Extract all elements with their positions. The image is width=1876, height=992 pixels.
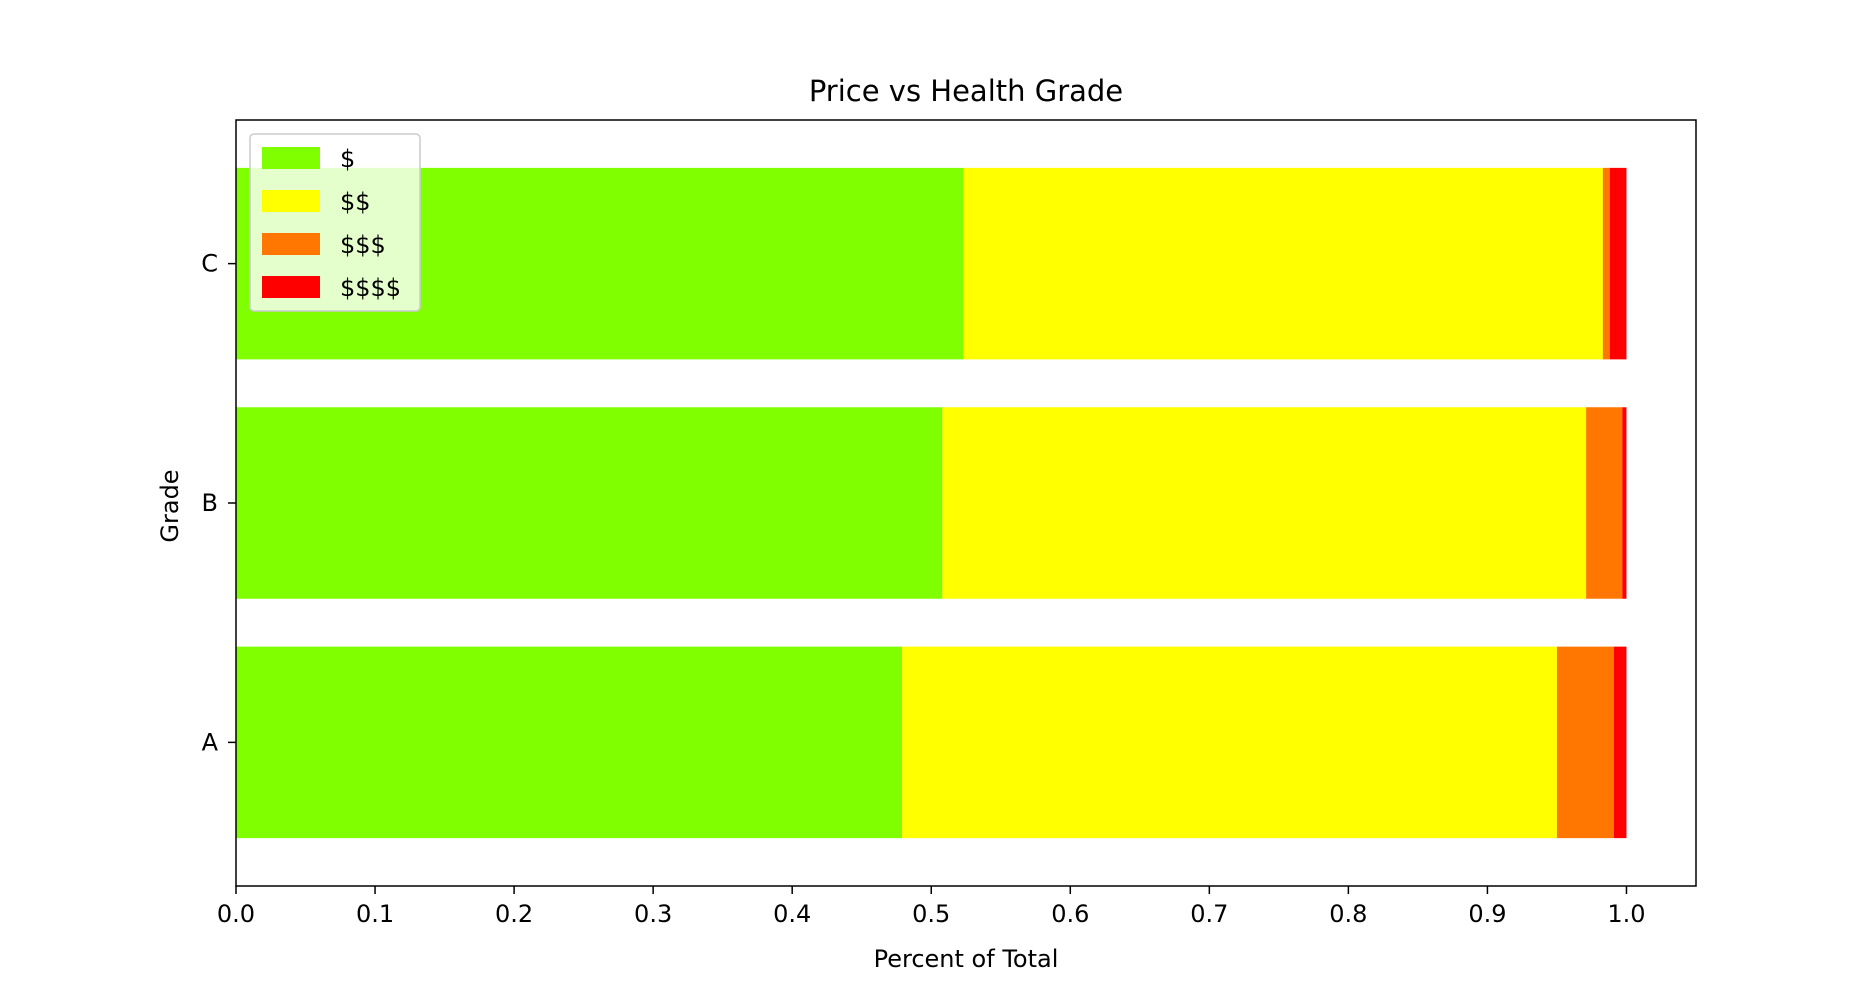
- bar-B-series-0: [236, 407, 943, 599]
- bar-A-series-0: [236, 646, 903, 839]
- y-axis-label: Grade: [156, 469, 184, 542]
- x-tick-label: 0.7: [1190, 900, 1228, 928]
- axes-group: 0.0 0.1 0.2 0.3 0.4 0.5 0.6 0.7 0.8 0.9 1.0 A B C: [201, 119, 1697, 928]
- legend-label: $$$$: [340, 274, 401, 302]
- legend-label: $: [340, 145, 355, 173]
- y-tick-label: B: [202, 489, 218, 517]
- bar-B-series-3: [1622, 407, 1627, 599]
- bars-group: [236, 167, 1627, 839]
- bar-B-series-2: [1586, 407, 1623, 599]
- x-axis-label: Percent of Total: [874, 945, 1059, 973]
- x-tick-label: 0.3: [634, 900, 672, 928]
- legend-label: $$$: [340, 231, 386, 259]
- y-tick-label: A: [202, 728, 219, 756]
- bar-B-series-1: [942, 407, 1587, 599]
- legend-frame: [249, 133, 421, 312]
- bar-C-series-3: [1609, 167, 1627, 360]
- legend-swatch: [262, 147, 320, 169]
- bar-C-series-2: [1602, 167, 1610, 360]
- legend-swatch: [262, 233, 320, 255]
- bar-A-series-3: [1613, 646, 1627, 839]
- x-tick-label: 0.5: [912, 900, 950, 928]
- bar-C-series-1: [963, 167, 1603, 360]
- legend: $$$$$$$$$$: [249, 133, 421, 312]
- chart-title: Price vs Health Grade: [809, 74, 1123, 108]
- legend-swatch: [262, 276, 320, 298]
- legend-label: $$: [340, 188, 371, 216]
- x-tick-label: 1.0: [1607, 900, 1645, 928]
- x-tick-label: 0.1: [356, 900, 394, 928]
- x-tick-label: 0.2: [495, 900, 533, 928]
- x-tick-label: 0.4: [773, 900, 811, 928]
- x-tick-label: 0.0: [217, 900, 255, 928]
- legend-swatch: [262, 190, 320, 212]
- bar-A-series-1: [902, 646, 1557, 839]
- y-tick-label: C: [201, 250, 218, 278]
- x-tick-label: 0.8: [1329, 900, 1367, 928]
- x-tick-label: 0.6: [1051, 900, 1089, 928]
- bar-A-series-2: [1556, 646, 1614, 839]
- x-tick-label: 0.9: [1468, 900, 1506, 928]
